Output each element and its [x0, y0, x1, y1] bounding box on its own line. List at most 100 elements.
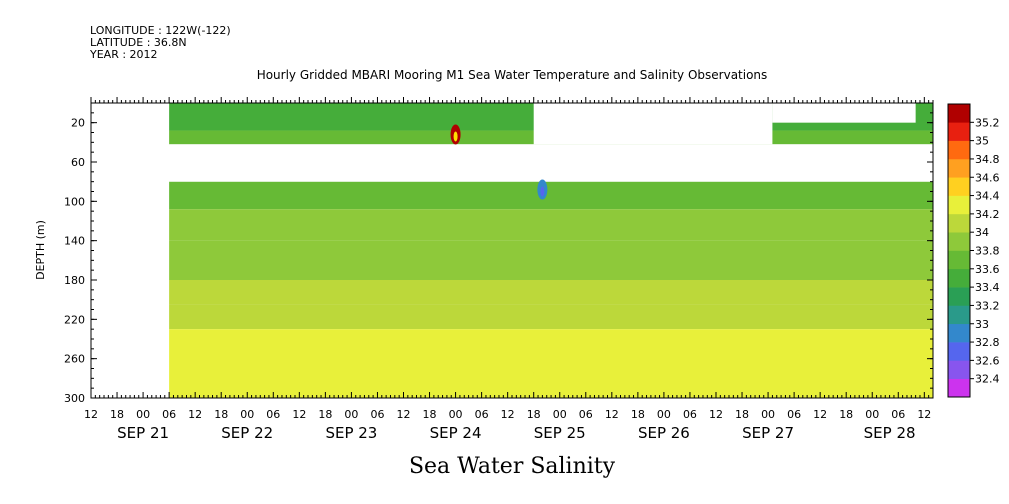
axes: 20 60 100 140 180 220 260 300 12 18 00 06 12 18 00 06 12…: [64, 97, 934, 442]
colorbar-swatch: [948, 323, 970, 343]
chart-title: Hourly Gridded MBARI Mooring M1 Sea Wate…: [256, 68, 768, 82]
x-hour-label: 12: [813, 408, 827, 421]
colorbar-swatch: [948, 268, 970, 288]
colorbar-swatch: [948, 360, 970, 379]
x-hour-label: 06: [891, 408, 905, 421]
y-axis-label: DEPTH (m): [34, 220, 47, 280]
salinity-band: [169, 329, 933, 398]
salinity-band: [169, 280, 933, 305]
x-hour-label: 06: [787, 408, 801, 421]
colorbar-swatch: [948, 177, 970, 196]
x-hour-label: 06: [683, 408, 697, 421]
missing-data-region: [533, 103, 773, 145]
colorbar-label: 32.8: [975, 336, 1000, 349]
salinity-band: [169, 181, 933, 210]
x-hour-label: 00: [136, 408, 150, 421]
x-hour-label: 06: [162, 408, 176, 421]
x-date-label: SEP 27: [742, 424, 794, 442]
colorbar-swatch: [948, 232, 970, 251]
longitude-label: LONGITUDE : 122W(-122): [90, 24, 231, 37]
x-date-label: SEP 22: [221, 424, 273, 442]
x-hour-label: 12: [84, 408, 98, 421]
x-hour-label: 00: [657, 408, 671, 421]
colorbar-swatch: [948, 104, 970, 123]
y-tick-label: 220: [64, 313, 85, 326]
x-hour-label: 00: [553, 408, 567, 421]
x-date-label: SEP 26: [638, 424, 690, 442]
colorbar-label: 35: [975, 135, 989, 148]
year-label: YEAR : 2012: [90, 48, 158, 61]
colorbar-swatch: [948, 195, 970, 215]
x-hour-label: 00: [449, 408, 463, 421]
colorbar-swatch: [948, 213, 970, 233]
missing-data-region: [169, 144, 933, 182]
salinity-band: [169, 209, 933, 241]
x-date-label: SEP 28: [864, 424, 916, 442]
y-tick-label: 60: [71, 156, 85, 169]
colorbar-label: 32.4: [975, 373, 1000, 386]
x-hour-label: 18: [839, 408, 853, 421]
y-tick-label: 180: [64, 274, 85, 287]
x-date-label: SEP 21: [117, 424, 169, 442]
colorbar-label: 34.8: [975, 153, 1000, 166]
y-tick-label: 260: [64, 353, 85, 366]
plot-area: [169, 103, 933, 398]
x-date-label: SEP 23: [325, 424, 377, 442]
x-date-label: SEP 25: [534, 424, 586, 442]
x-hour-label: 00: [344, 408, 358, 421]
x-hour-label: 18: [423, 408, 437, 421]
y-tick-label: 20: [71, 117, 85, 130]
x-hour-label: 00: [865, 408, 879, 421]
x-hour-label: 12: [292, 408, 306, 421]
x-hour-label: 00: [240, 408, 254, 421]
salinity-band: [169, 240, 933, 280]
colorbar-label: 34: [975, 226, 989, 239]
salinity-band: [169, 304, 933, 330]
y-tick-label: 140: [64, 235, 85, 248]
x-hour-label: 12: [501, 408, 515, 421]
colorbar-swatch: [948, 342, 970, 361]
colorbar-label: 35.2: [975, 116, 1000, 129]
y-tick-label: 300: [64, 392, 85, 405]
colorbar: 32.4 32.6 32.8 33 33.2 33.4 33.6 33.8 34 34.2 34.4…: [947, 103, 1000, 398]
latitude-label: LATITUDE : 36.8N: [90, 36, 187, 49]
colorbar-label: 34.6: [975, 171, 1000, 184]
colorbar-label: 33.2: [975, 299, 1000, 312]
x-hour-label: 06: [370, 408, 384, 421]
colorbar-label: 33.8: [975, 245, 1000, 258]
x-hour-label: 00: [761, 408, 775, 421]
colorbar-swatch: [948, 287, 970, 306]
x-hour-label: 18: [214, 408, 228, 421]
x-hour-label: 12: [917, 408, 931, 421]
colorbar-swatch: [948, 305, 970, 325]
colorbar-label: 32.6: [975, 354, 1000, 367]
colorbar-swatch: [948, 158, 970, 178]
salinity-event-core: [540, 186, 545, 197]
x-hour-label: 06: [475, 408, 489, 421]
x-date-label: SEP 24: [430, 424, 482, 442]
x-hour-label: 06: [579, 408, 593, 421]
y-tick-label: 100: [64, 195, 85, 208]
colorbar-label: 33.6: [975, 263, 1000, 276]
colorbar-swatch: [948, 250, 970, 270]
x-hour-label: 12: [709, 408, 723, 421]
x-hour-label: 18: [527, 408, 541, 421]
salinity-event-core: [453, 131, 458, 142]
colorbar-label: 33: [975, 318, 989, 331]
x-hour-label: 18: [631, 408, 645, 421]
colorbar-label: 34.4: [975, 190, 1000, 203]
colorbar-swatch: [948, 378, 970, 398]
x-hour-label: 18: [318, 408, 332, 421]
x-hour-label: 18: [735, 408, 749, 421]
x-axis-title: Sea Water Salinity: [408, 454, 616, 479]
x-hour-label: 12: [188, 408, 202, 421]
colorbar-label: 34.2: [975, 208, 1000, 221]
x-hour-label: 12: [396, 408, 410, 421]
colorbar-swatch: [948, 122, 970, 141]
x-hour-label: 12: [605, 408, 619, 421]
colorbar-label: 33.4: [975, 281, 1000, 294]
x-hour-label: 18: [110, 408, 124, 421]
x-hour-label: 06: [266, 408, 280, 421]
colorbar-swatch: [948, 140, 970, 160]
